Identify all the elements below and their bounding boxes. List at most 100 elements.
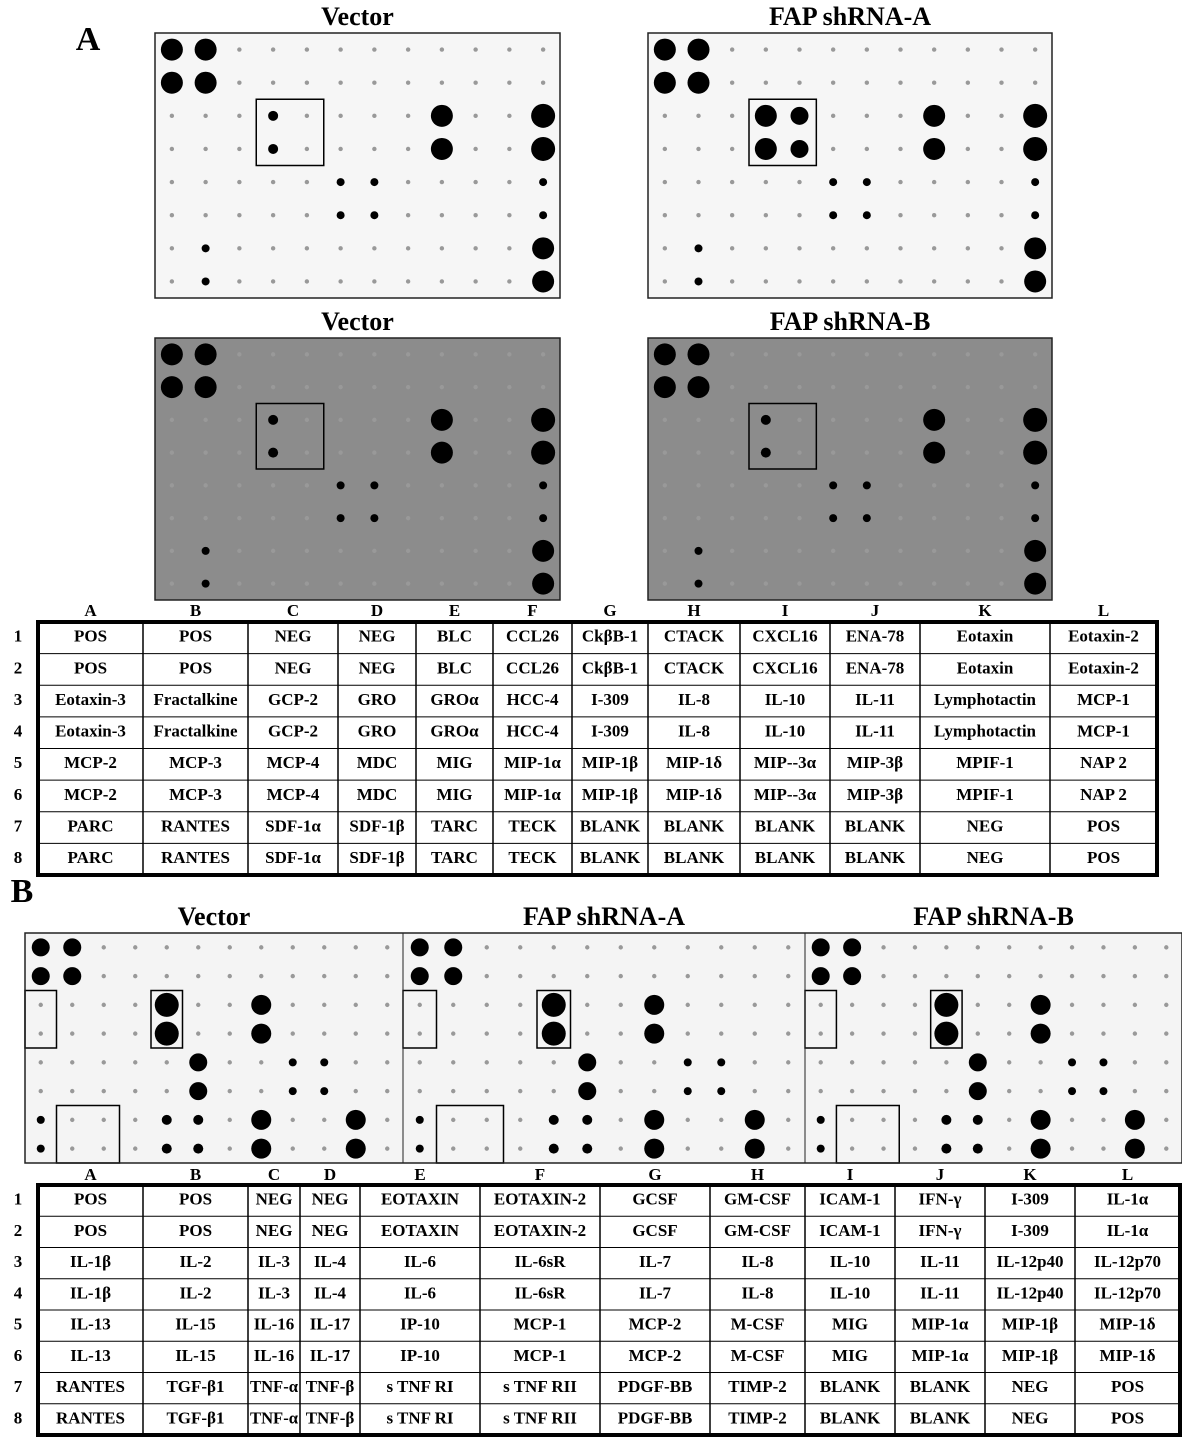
spot bbox=[786, 1031, 790, 1035]
table-cell: MIP-1β bbox=[582, 753, 638, 772]
spot bbox=[999, 213, 1003, 217]
spot bbox=[406, 47, 410, 51]
spot bbox=[1031, 211, 1039, 219]
spot bbox=[170, 418, 174, 422]
spot bbox=[354, 1089, 358, 1093]
spot bbox=[797, 180, 801, 184]
table-cell: POS bbox=[179, 1190, 212, 1209]
table-cell: SDF-1α bbox=[265, 816, 321, 835]
spot bbox=[202, 547, 210, 555]
column-letter: H bbox=[751, 1165, 764, 1184]
table-cell: EOTAXIN bbox=[381, 1190, 460, 1209]
spot bbox=[305, 114, 309, 118]
spot bbox=[416, 1116, 424, 1124]
spot bbox=[1038, 1060, 1042, 1064]
spot bbox=[1133, 1003, 1137, 1007]
spot bbox=[322, 974, 326, 978]
spot bbox=[102, 1089, 106, 1093]
table-cell: MIP-1β bbox=[1002, 1346, 1058, 1365]
spot bbox=[338, 450, 342, 454]
table-cell: IL-4 bbox=[314, 1252, 347, 1271]
table-cell: Lymphotactin bbox=[934, 722, 1037, 741]
spot bbox=[507, 114, 511, 118]
spot bbox=[934, 1022, 958, 1046]
spot bbox=[797, 246, 801, 250]
spot bbox=[170, 483, 174, 487]
table-cell: IL-12p40 bbox=[996, 1252, 1063, 1271]
spot bbox=[654, 39, 676, 61]
spot bbox=[663, 549, 667, 553]
table-cell: MCP-2 bbox=[629, 1346, 682, 1365]
spot bbox=[305, 418, 309, 422]
table-cell: IL-13 bbox=[70, 1346, 111, 1365]
spot bbox=[507, 80, 511, 84]
spot bbox=[644, 1024, 664, 1044]
table-cell: CkβB-1 bbox=[582, 627, 638, 646]
table-cell: BLANK bbox=[845, 848, 906, 867]
table-cell: NAP 2 bbox=[1080, 753, 1127, 772]
spot bbox=[338, 80, 342, 84]
spot bbox=[797, 450, 801, 454]
spot bbox=[932, 581, 936, 585]
table-cell: POS bbox=[179, 658, 212, 677]
spot bbox=[518, 1060, 522, 1064]
spot bbox=[337, 178, 345, 186]
spot bbox=[898, 47, 902, 51]
spot bbox=[440, 246, 444, 250]
spot bbox=[791, 140, 809, 158]
spot bbox=[549, 1144, 559, 1154]
spot bbox=[541, 385, 545, 389]
spot bbox=[372, 581, 376, 585]
table-cell: MIP-1α bbox=[912, 1346, 969, 1365]
spot bbox=[202, 244, 210, 252]
spot bbox=[354, 945, 358, 949]
table-cell: IL-6sR bbox=[514, 1283, 566, 1302]
spot bbox=[913, 1031, 917, 1035]
spot bbox=[764, 483, 768, 487]
spot bbox=[440, 516, 444, 520]
column-letter: F bbox=[535, 1165, 545, 1184]
spot bbox=[354, 1003, 358, 1007]
spot bbox=[686, 945, 690, 949]
spot bbox=[730, 246, 734, 250]
spot bbox=[1023, 408, 1047, 432]
spot bbox=[406, 549, 410, 553]
table-cell: GRO bbox=[358, 690, 397, 709]
spot bbox=[1099, 1058, 1107, 1066]
table-cell: CTACK bbox=[664, 658, 725, 677]
spot bbox=[473, 180, 477, 184]
spot bbox=[406, 352, 410, 356]
table-cell: HCC-4 bbox=[507, 722, 559, 741]
table-cell: SDF-1β bbox=[349, 816, 404, 835]
figure: A B VectorFAP shRNA-AVectorFAP shRNA-BVe… bbox=[0, 0, 1182, 1437]
spot bbox=[786, 974, 790, 978]
spot bbox=[898, 516, 902, 520]
spot bbox=[797, 47, 801, 51]
spot bbox=[305, 483, 309, 487]
spot bbox=[552, 1060, 556, 1064]
table-cell: MIP-1δ bbox=[1099, 1315, 1155, 1334]
spot bbox=[507, 581, 511, 585]
spot bbox=[165, 945, 169, 949]
spot bbox=[654, 376, 676, 398]
spot bbox=[898, 80, 902, 84]
spot bbox=[1033, 385, 1037, 389]
spot bbox=[966, 114, 970, 118]
spot bbox=[688, 72, 710, 94]
spot bbox=[881, 1031, 885, 1035]
spot bbox=[719, 1031, 723, 1035]
spot bbox=[730, 549, 734, 553]
spot bbox=[663, 180, 667, 184]
table-cell: CCL26 bbox=[506, 658, 559, 677]
spot bbox=[473, 213, 477, 217]
table-cell: NEG bbox=[256, 1221, 293, 1240]
spot bbox=[578, 1053, 596, 1071]
table-cell: IL-8 bbox=[678, 690, 710, 709]
spot bbox=[843, 938, 861, 956]
spot bbox=[338, 581, 342, 585]
spot bbox=[619, 1089, 623, 1093]
spot bbox=[619, 1118, 623, 1122]
spot bbox=[786, 1118, 790, 1122]
spot bbox=[338, 114, 342, 118]
spot bbox=[797, 418, 801, 422]
